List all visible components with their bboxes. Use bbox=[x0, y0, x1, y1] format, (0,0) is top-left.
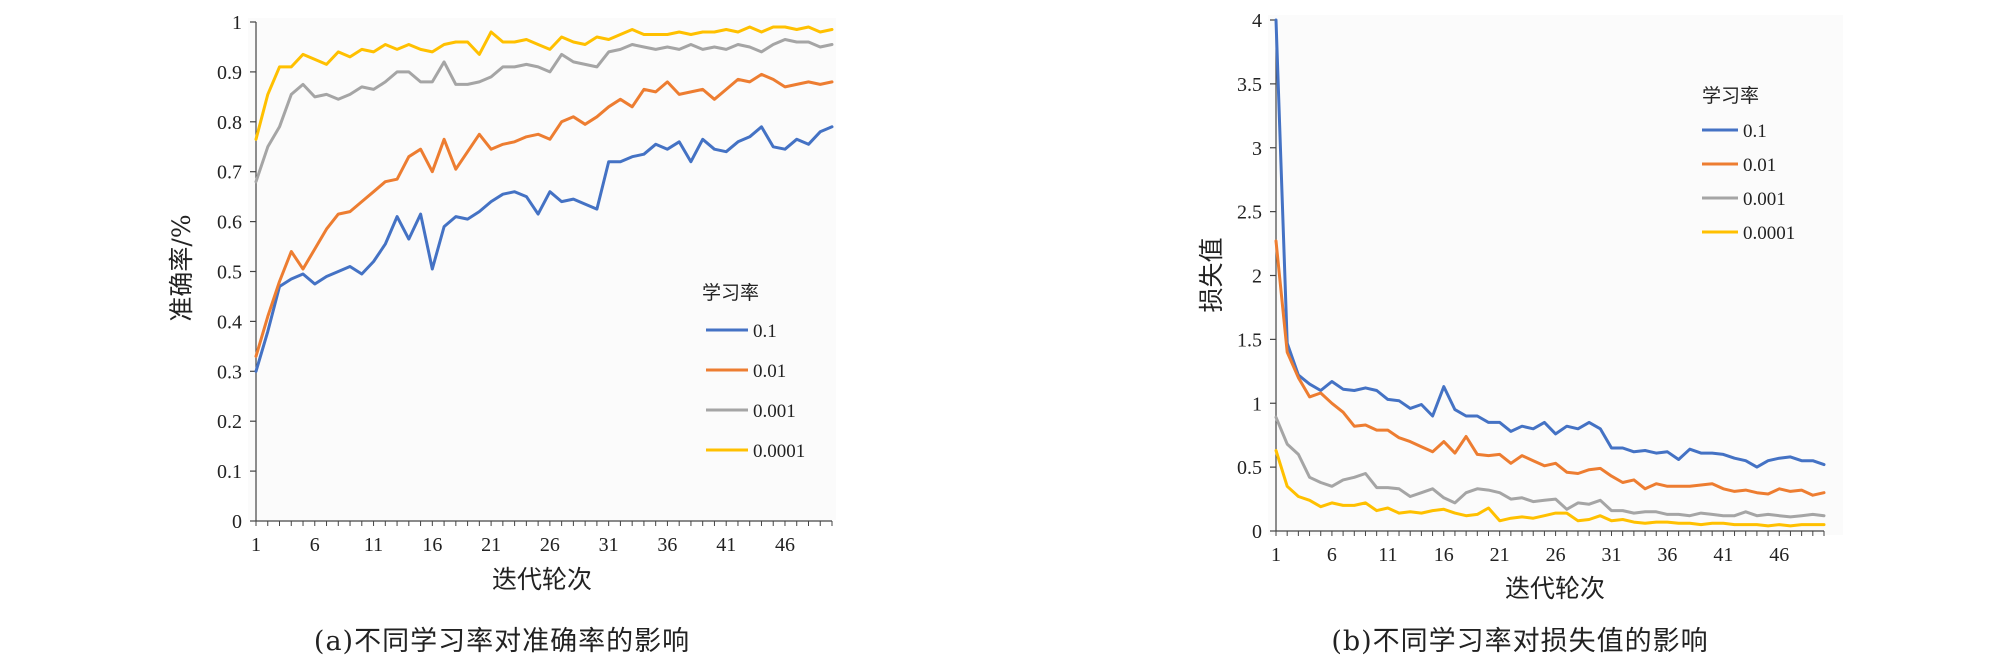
loss-plot-background bbox=[1268, 15, 1843, 535]
accuracy-y-tick-label: 0.4 bbox=[217, 311, 242, 333]
loss-y-tick-label: 4 bbox=[1252, 10, 1262, 32]
accuracy-x-tick-label: 11 bbox=[364, 534, 383, 556]
loss-x-ticks: 1 6 11 16 21 26 31 36 41 46 bbox=[1271, 531, 1825, 566]
loss-legend-label: 0.1 bbox=[1743, 121, 1767, 142]
accuracy-y-tick-label: 0.8 bbox=[217, 112, 242, 134]
accuracy-x-tick-label: 16 bbox=[422, 534, 442, 556]
accuracy-y-tick-label: 0.1 bbox=[217, 461, 242, 483]
loss-series-0-1-line bbox=[1274, 18, 1826, 469]
loss-legend: 学习率 0.1 0.01 0.001 0.0001 bbox=[1702, 85, 1795, 244]
loss-x-tick-label: 46 bbox=[1769, 544, 1789, 566]
loss-y-tick-label: 3 bbox=[1252, 138, 1262, 160]
accuracy-caption: (a)不同学习率对准确率的影响 bbox=[314, 626, 690, 657]
loss-x-tick-label: 21 bbox=[1490, 544, 1510, 566]
accuracy-y-tick-label: 0.7 bbox=[217, 162, 242, 184]
accuracy-legend-label: 0.0001 bbox=[753, 441, 805, 462]
accuracy-x-tick-label: 1 bbox=[251, 534, 261, 556]
accuracy-x-tick-label: 41 bbox=[716, 534, 736, 556]
accuracy-x-ticks: 1 6 11 16 21 26 31 36 41 46 bbox=[251, 521, 833, 556]
accuracy-legend: 学习率 0.1 0.01 0.001 0.0001 bbox=[702, 282, 805, 462]
loss-x-tick-label: 16 bbox=[1434, 544, 1454, 566]
loss-legend-label: 0.001 bbox=[1743, 189, 1786, 210]
loss-x-tick-label: 1 bbox=[1271, 544, 1281, 566]
loss-y-ticks: 0 0.5 1 1.5 2 2.5 3 3.5 4 bbox=[1237, 10, 1276, 543]
loss-legend-label: 0.0001 bbox=[1743, 223, 1795, 244]
accuracy-chart: 00.10.20.30.40.50.60.70.80.91 1 6 11 16 21 26… bbox=[167, 12, 836, 657]
accuracy-y-axis-title: 准确率/% bbox=[167, 214, 196, 321]
loss-caption: (b)不同学习率对损失值的影响 bbox=[1331, 626, 1708, 657]
accuracy-y-tick-label: 0.5 bbox=[217, 262, 242, 284]
loss-legend-title: 学习率 bbox=[1702, 85, 1759, 107]
loss-series-0-01-line bbox=[1274, 239, 1826, 497]
loss-y-tick-label: 2.5 bbox=[1237, 202, 1262, 224]
accuracy-legend-label: 0.01 bbox=[753, 361, 786, 382]
accuracy-y-tick-label: 0.6 bbox=[217, 212, 242, 234]
loss-x-tick-label: 11 bbox=[1378, 544, 1397, 566]
loss-x-tick-label: 31 bbox=[1602, 544, 1622, 566]
accuracy-legend-label: 0.1 bbox=[753, 321, 777, 342]
accuracy-legend-title: 学习率 bbox=[702, 282, 759, 304]
loss-x-tick-label: 36 bbox=[1657, 544, 1677, 566]
loss-y-tick-label: 1.5 bbox=[1237, 329, 1262, 351]
loss-y-tick-label: 3.5 bbox=[1237, 74, 1262, 96]
accuracy-legend-label: 0.001 bbox=[753, 401, 796, 422]
accuracy-y-tick-label: 0.2 bbox=[217, 411, 242, 433]
loss-x-axis-title: 迭代轮次 bbox=[1505, 574, 1605, 603]
loss-y-tick-label: 0.5 bbox=[1237, 457, 1262, 479]
loss-series-0-0001-line bbox=[1274, 449, 1826, 528]
loss-y-tick-label: 2 bbox=[1252, 266, 1262, 288]
accuracy-x-tick-label: 36 bbox=[657, 534, 677, 556]
accuracy-series-0-01-line bbox=[254, 72, 834, 358]
loss-chart: 00.511.522.533.54 1 6 11 16 21 26 31 36 41 46 迭代轮… bbox=[1197, 10, 1843, 657]
accuracy-x-tick-label: 46 bbox=[775, 534, 795, 556]
loss-y-tick-label: 1 bbox=[1252, 393, 1262, 415]
loss-x-tick-label: 41 bbox=[1713, 544, 1733, 566]
loss-y-axis-title: 损失值 bbox=[1197, 237, 1226, 312]
accuracy-x-tick-label: 6 bbox=[310, 534, 320, 556]
accuracy-y-tick-label: 0 bbox=[232, 511, 242, 533]
accuracy-series-0-001-line bbox=[254, 38, 834, 184]
accuracy-series-0-1-line bbox=[254, 125, 834, 373]
loss-series-0-001-line bbox=[1274, 415, 1826, 519]
accuracy-x-tick-label: 26 bbox=[540, 534, 560, 556]
accuracy-plot-background bbox=[248, 18, 836, 520]
accuracy-y-tick-label: 0.3 bbox=[217, 361, 242, 383]
accuracy-series-0-0001-line bbox=[254, 25, 834, 141]
accuracy-x-tick-label: 21 bbox=[481, 534, 501, 556]
accuracy-y-tick-label: 0.9 bbox=[217, 62, 242, 84]
loss-series-lines bbox=[1274, 18, 1826, 528]
accuracy-y-tick-label: 1 bbox=[232, 12, 242, 34]
loss-x-tick-label: 6 bbox=[1327, 544, 1337, 566]
accuracy-series-lines bbox=[254, 25, 834, 373]
accuracy-x-tick-label: 31 bbox=[599, 534, 619, 556]
loss-y-tick-label: 0 bbox=[1252, 521, 1262, 543]
accuracy-x-axis-title: 迭代轮次 bbox=[492, 565, 592, 594]
loss-legend-label: 0.01 bbox=[1743, 155, 1776, 176]
accuracy-y-ticks: 0 0.1 0.2 0.3 0.4 0.5 0.6 0.7 0.8 0.9 1 bbox=[217, 12, 256, 533]
loss-x-tick-label: 26 bbox=[1546, 544, 1566, 566]
